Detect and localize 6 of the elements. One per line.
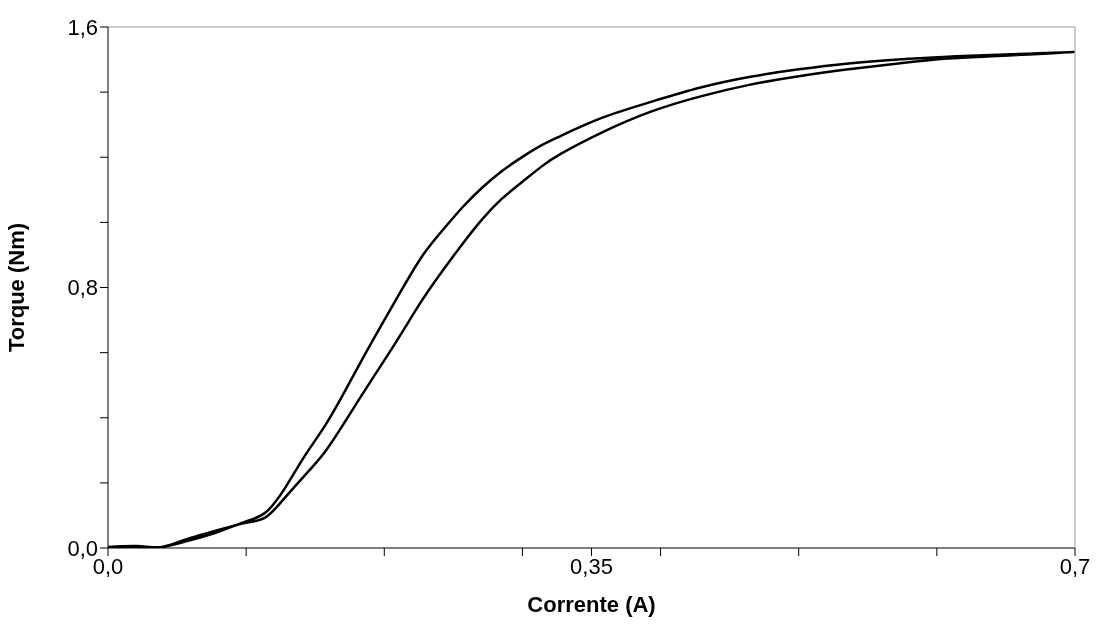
x-tick-label: 0,7 (1059, 553, 1091, 579)
y-tick-label: 0,8 (67, 275, 98, 301)
y-axis-title: Torque (Nm) (3, 222, 29, 353)
y-tick-label: 1,6 (67, 14, 98, 40)
x-axis-title: Corrente (A) (527, 592, 656, 617)
x-tick-label: 0,35 (570, 553, 613, 579)
